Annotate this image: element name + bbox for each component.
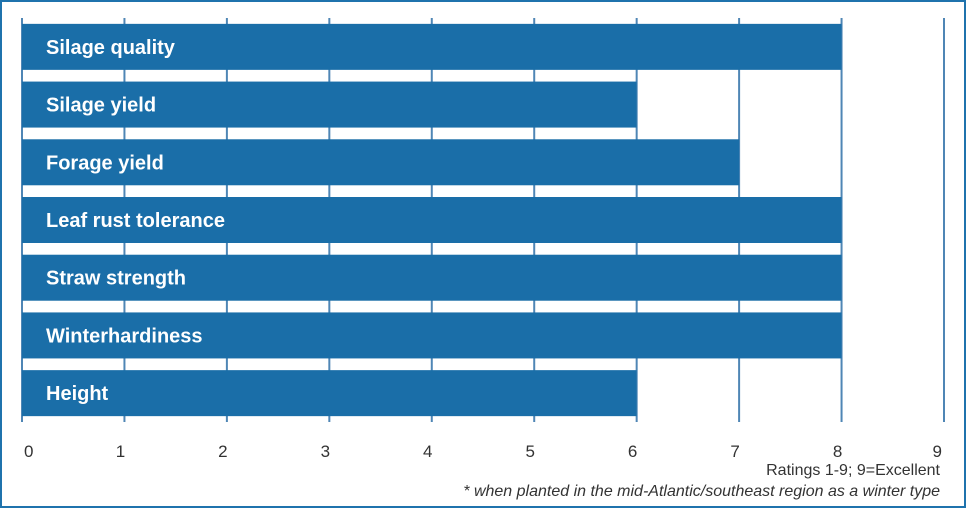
bar-label: Forage yield [46,152,164,174]
bar-label: Silage yield [46,95,156,117]
x-tick-label: 6 [628,442,637,461]
x-tick-label: 4 [423,442,432,461]
bar-label: Leaf rust tolerance [46,210,225,232]
x-axis-ticks: 0 1 2 3 4 5 6 7 8 9 [24,442,942,461]
x-tick-label: 7 [730,442,739,461]
bar [22,254,842,301]
x-tick-label: 0 [24,442,33,461]
bar [22,312,842,359]
bar-label: Height [46,383,109,405]
bar [22,139,740,186]
footnote: * when planted in the mid-Atlantic/south… [463,483,940,500]
bar-label: Winterhardiness [46,325,203,347]
x-tick-label: 8 [833,442,842,461]
bar [22,81,637,128]
bar [22,370,637,417]
x-tick-label: 9 [933,442,942,461]
bar [22,23,842,70]
x-tick-label: 3 [321,442,330,461]
x-tick-label: 5 [525,442,534,461]
x-tick-label: 1 [116,442,125,461]
bar-label: Silage quality [46,37,176,59]
rating-scale-note: Ratings 1-9; 9=Excellent [766,462,940,479]
x-tick-label: 2 [218,442,227,461]
bar [22,197,842,243]
bar-label: Straw strength [46,268,186,290]
bars [22,23,842,417]
bar-labels: Silage quality Silage yield Forage yield Le… [46,37,225,405]
